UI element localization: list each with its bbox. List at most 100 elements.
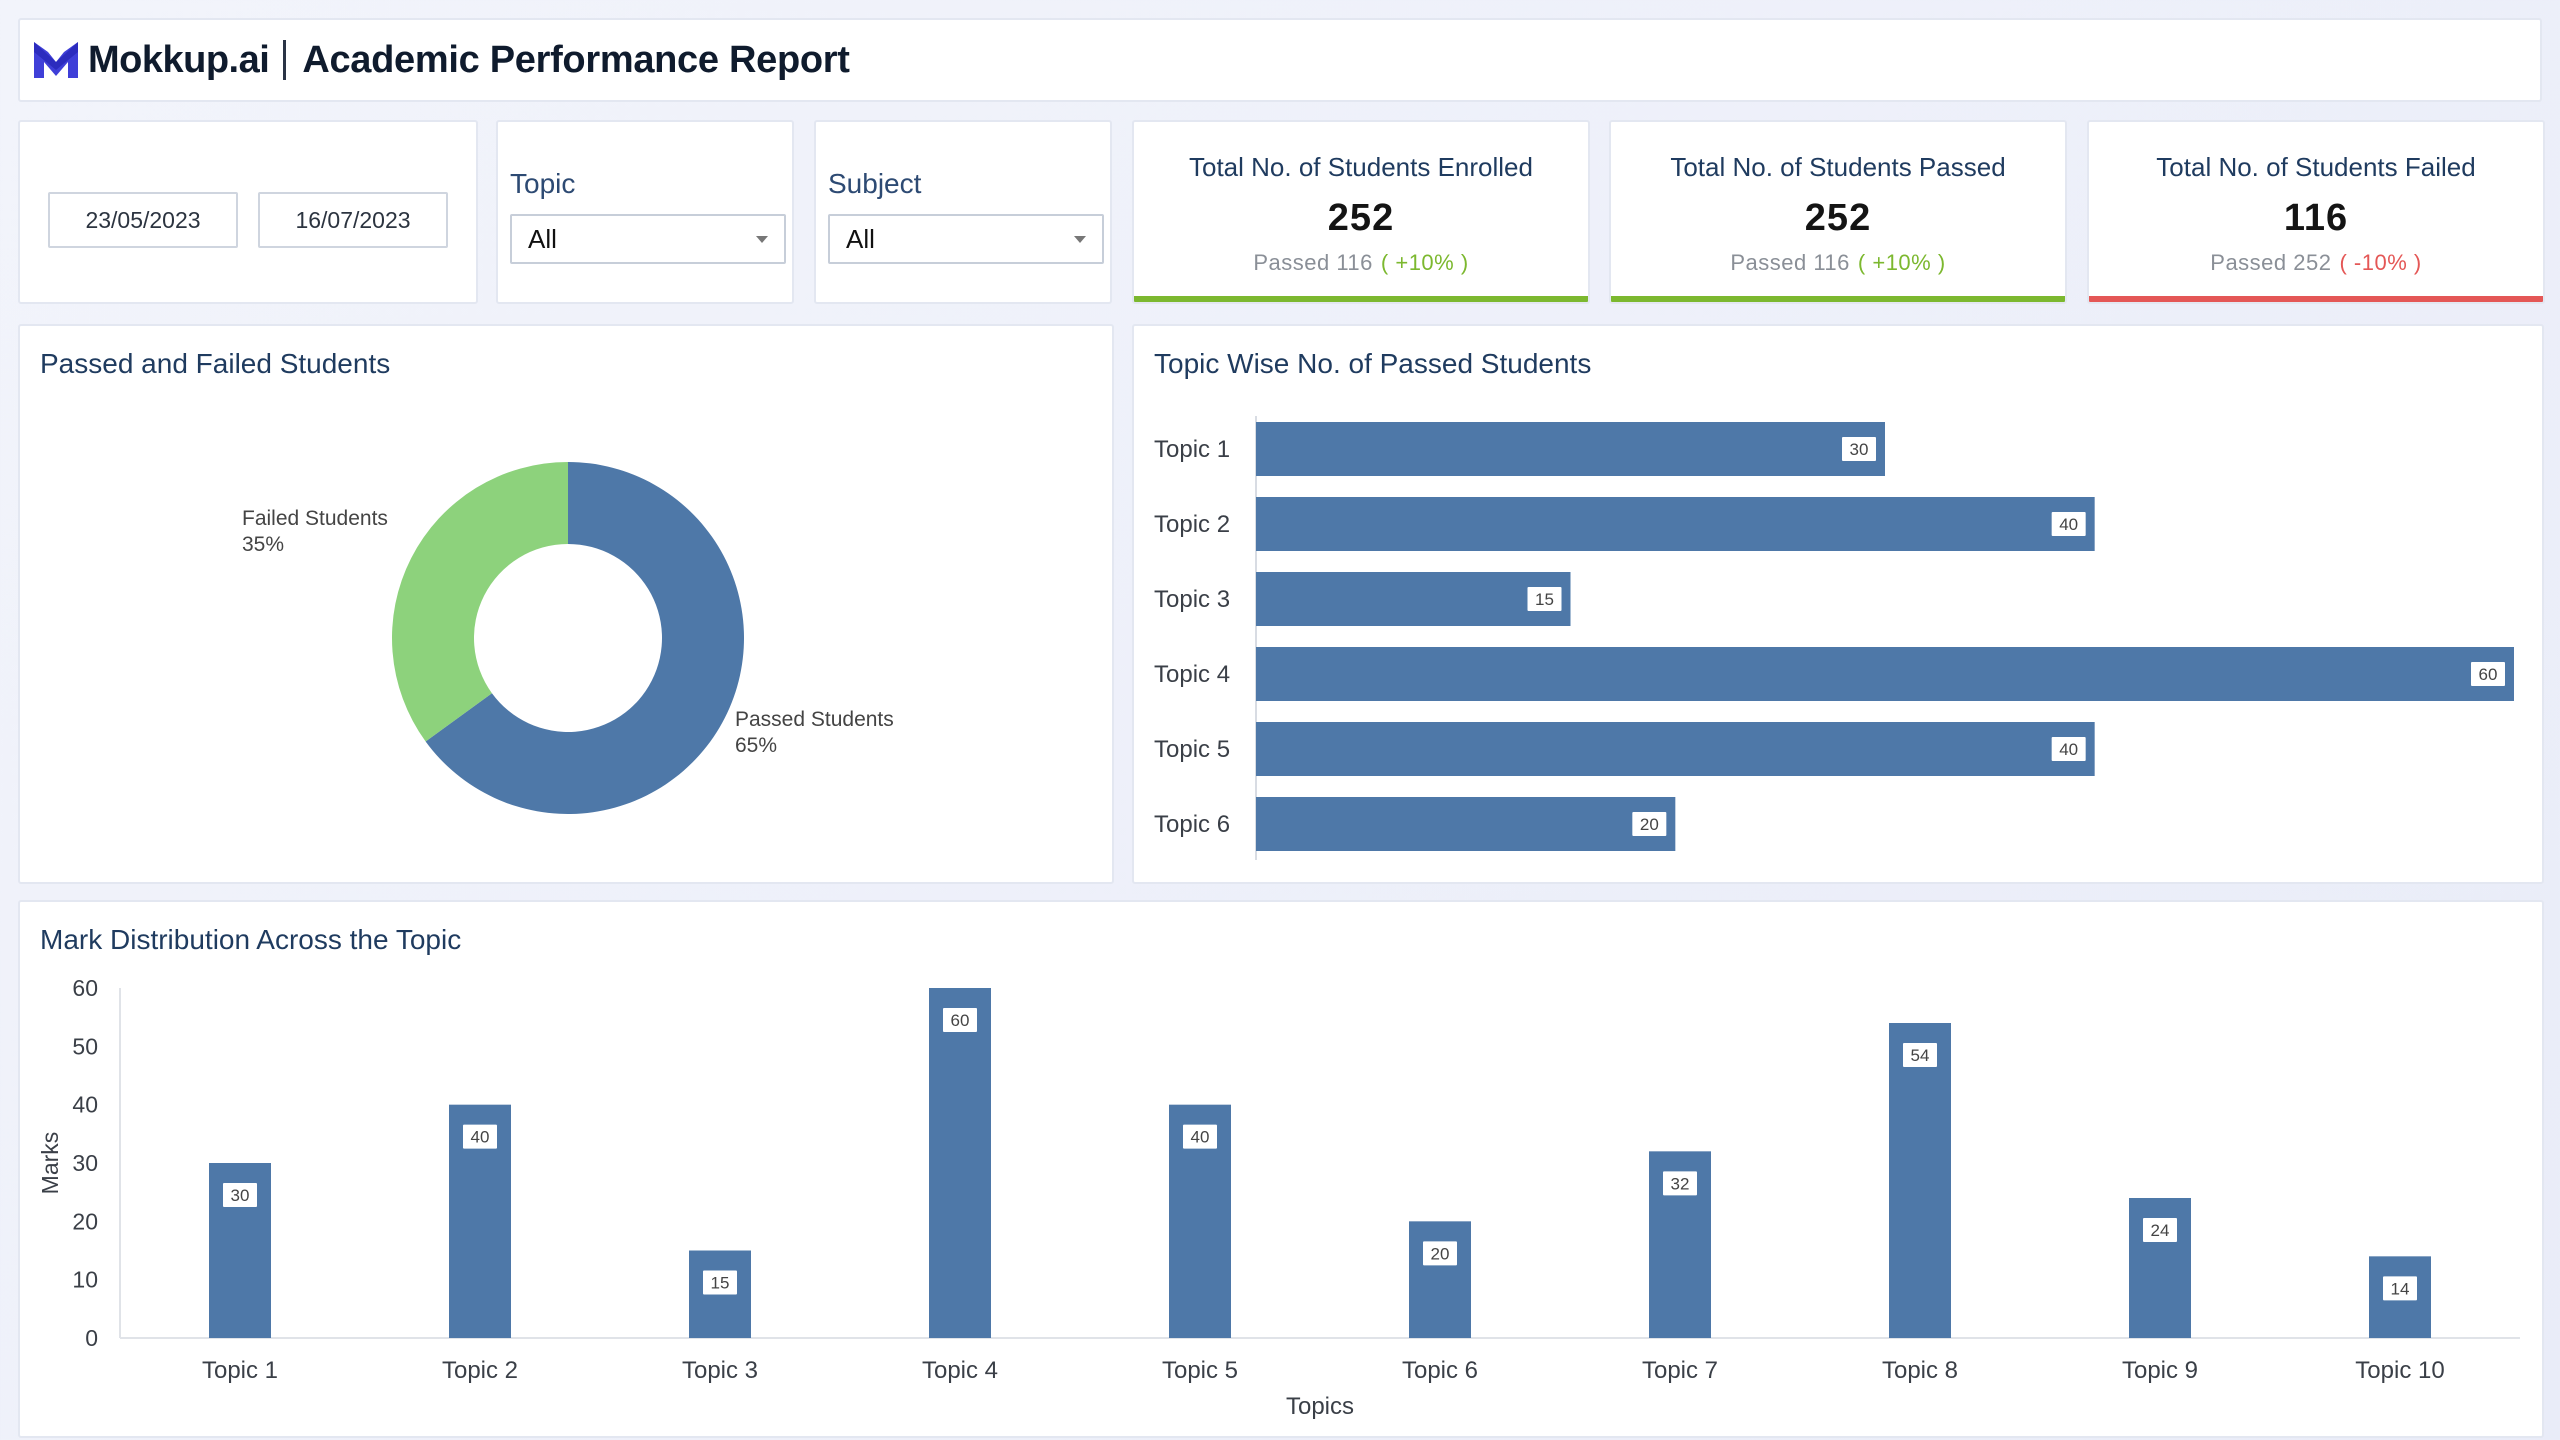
x-axis-title: Topics bbox=[1286, 1393, 1354, 1420]
kpi-subtext: Passed 116 ( +10% ) bbox=[1611, 250, 2065, 276]
data-label: 30 bbox=[1850, 440, 1869, 459]
donut-chart: Passed Students 65% Failed Students 35% bbox=[242, 462, 894, 814]
pie-slice-failed-students bbox=[392, 462, 568, 742]
topic-filter: Topic All bbox=[496, 120, 794, 304]
topic-filter-label: Topic bbox=[510, 168, 576, 199]
kpi-card-enrolled: Total No. of Students Enrolled 252 Passe… bbox=[1132, 120, 1590, 304]
kpi-delta: ( +10% ) bbox=[1857, 250, 1946, 275]
y-tick-label: 50 bbox=[72, 1033, 98, 1059]
data-label: 40 bbox=[2059, 740, 2078, 759]
bar bbox=[929, 988, 991, 1338]
y-tick-label: 20 bbox=[72, 1208, 98, 1234]
chart-title: Topic Wise No. of Passed Students bbox=[1154, 348, 1592, 379]
data-label-bg bbox=[1842, 437, 1876, 461]
header-bar: Mokkup.ai Academic Performance Report bbox=[18, 18, 2542, 102]
x-tick-label: Topic 5 bbox=[1162, 1357, 1238, 1384]
y-tick-label: Topic 3 bbox=[1154, 586, 1230, 613]
data-label-bg bbox=[1183, 1124, 1217, 1149]
data-label-bg bbox=[943, 1008, 977, 1032]
data-label: 40 bbox=[1191, 1128, 1210, 1147]
data-label-bg bbox=[2051, 512, 2086, 536]
data-label-bg bbox=[2471, 662, 2505, 686]
chevron-down-icon bbox=[1074, 235, 1086, 243]
y-tick-label: Topic 2 bbox=[1154, 511, 1230, 538]
kpi-subtext: Passed 252 ( -10% ) bbox=[2089, 250, 2543, 276]
data-label: 20 bbox=[1431, 1244, 1450, 1263]
x-tick-label: Topic 9 bbox=[2122, 1357, 2198, 1384]
subject-filter-label: Subject bbox=[828, 168, 922, 199]
bar bbox=[1256, 572, 1571, 626]
kpi-value: 252 bbox=[1327, 197, 1395, 239]
pie-slice-passed-students bbox=[425, 462, 744, 814]
horizontal-bar-chart: Topic 1 30 Topic 2 40 Topic 3 15 Topic 4 60 Topi… bbox=[1154, 416, 2514, 860]
y-tick-label: 30 bbox=[72, 1150, 98, 1176]
kpi-value: 252 bbox=[1804, 197, 1872, 239]
y-tick-label: Topic 6 bbox=[1154, 811, 1230, 838]
brand-name: Mokkup.ai bbox=[88, 38, 270, 81]
y-tick-label: Topic 4 bbox=[1154, 661, 1230, 688]
kpi-title: Total No. of Students Failed bbox=[2156, 152, 2476, 182]
data-label-bg bbox=[2383, 1276, 2417, 1301]
bar bbox=[1409, 1221, 1471, 1338]
data-label: 30 bbox=[231, 1186, 250, 1205]
bar bbox=[1256, 797, 1676, 851]
bar bbox=[1256, 422, 1885, 476]
kpi-comparison: Passed 252 bbox=[2210, 250, 2332, 275]
kpi-delta: ( -10% ) bbox=[2339, 250, 2422, 275]
kpi-card-failed: Total No. of Students Failed 116 Passed … bbox=[2087, 120, 2545, 304]
data-label: 14 bbox=[2391, 1279, 2410, 1298]
data-label: 60 bbox=[2479, 665, 2498, 684]
kpi-title: Total No. of Students Passed bbox=[1670, 152, 2006, 182]
x-tick-label: Topic 8 bbox=[1882, 1357, 1958, 1384]
data-label: 32 bbox=[1671, 1174, 1690, 1193]
data-label: 15 bbox=[1535, 590, 1554, 609]
vertical-bar-chart: 0 10 20 30 40 50 60 30 Topic 1 40 Topic 2 15 Topic 3… bbox=[37, 975, 2520, 1420]
data-label-bg bbox=[463, 1124, 497, 1149]
chevron-down-icon bbox=[756, 235, 768, 243]
end-date-input[interactable]: 16/07/2023 bbox=[258, 192, 448, 248]
y-tick-label: 60 bbox=[72, 975, 98, 1001]
start-date-input[interactable]: 23/05/2023 bbox=[48, 192, 238, 248]
kpi-card-passed: Total No. of Students Passed 252 Passed … bbox=[1609, 120, 2067, 304]
x-tick-label: Topic 4 bbox=[922, 1357, 998, 1384]
data-label: 15 bbox=[711, 1274, 730, 1293]
kpi-status-bar bbox=[1611, 296, 2065, 302]
bar bbox=[1256, 722, 2095, 776]
x-tick-label: Topic 10 bbox=[2355, 1357, 2444, 1384]
topic-select[interactable]: All bbox=[510, 214, 786, 264]
subject-filter: Subject All bbox=[814, 120, 1112, 304]
x-tick-label: Topic 2 bbox=[442, 1357, 518, 1384]
y-tick-label: 10 bbox=[72, 1267, 98, 1293]
bar bbox=[1256, 647, 2514, 701]
data-label: 54 bbox=[1911, 1046, 1930, 1065]
kpi-status-bar bbox=[2089, 296, 2543, 302]
y-tick-label: Topic 1 bbox=[1154, 436, 1230, 463]
x-tick-label: Topic 7 bbox=[1642, 1357, 1718, 1384]
topic-select-value: All bbox=[528, 223, 557, 254]
kpi-delta: ( +10% ) bbox=[1380, 250, 1469, 275]
data-label-bg bbox=[1632, 812, 1667, 836]
data-label: 60 bbox=[951, 1011, 970, 1030]
slice-label-name: Failed Students bbox=[242, 507, 388, 530]
data-label: 20 bbox=[1640, 815, 1659, 834]
x-tick-label: Topic 1 bbox=[202, 1357, 278, 1384]
x-tick-label: Topic 6 bbox=[1402, 1357, 1478, 1384]
subject-select-value: All bbox=[846, 223, 875, 254]
subject-select[interactable]: All bbox=[828, 214, 1104, 264]
data-label: 24 bbox=[2151, 1221, 2170, 1240]
y-tick-label: 40 bbox=[72, 1092, 98, 1118]
y-tick-label: 0 bbox=[85, 1325, 98, 1351]
data-label-bg bbox=[1423, 1241, 1457, 1266]
passed-failed-chart-card: Passed and Failed Students Passed Studen… bbox=[18, 324, 1114, 884]
kpi-subtext: Passed 116 ( +10% ) bbox=[1134, 250, 1588, 276]
data-label-bg bbox=[703, 1270, 737, 1295]
kpi-title: Total No. of Students Enrolled bbox=[1189, 152, 1533, 182]
x-tick-label: Topic 3 bbox=[682, 1357, 758, 1384]
y-axis-title: Marks bbox=[37, 1132, 63, 1195]
bar bbox=[1889, 1023, 1951, 1338]
data-label: 40 bbox=[2059, 515, 2078, 534]
kpi-comparison: Passed 116 bbox=[1253, 250, 1373, 275]
date-range-filter: 23/05/2023 16/07/2023 bbox=[18, 120, 478, 304]
data-label: 40 bbox=[471, 1128, 490, 1147]
kpi-comparison: Passed 116 bbox=[1730, 250, 1850, 275]
